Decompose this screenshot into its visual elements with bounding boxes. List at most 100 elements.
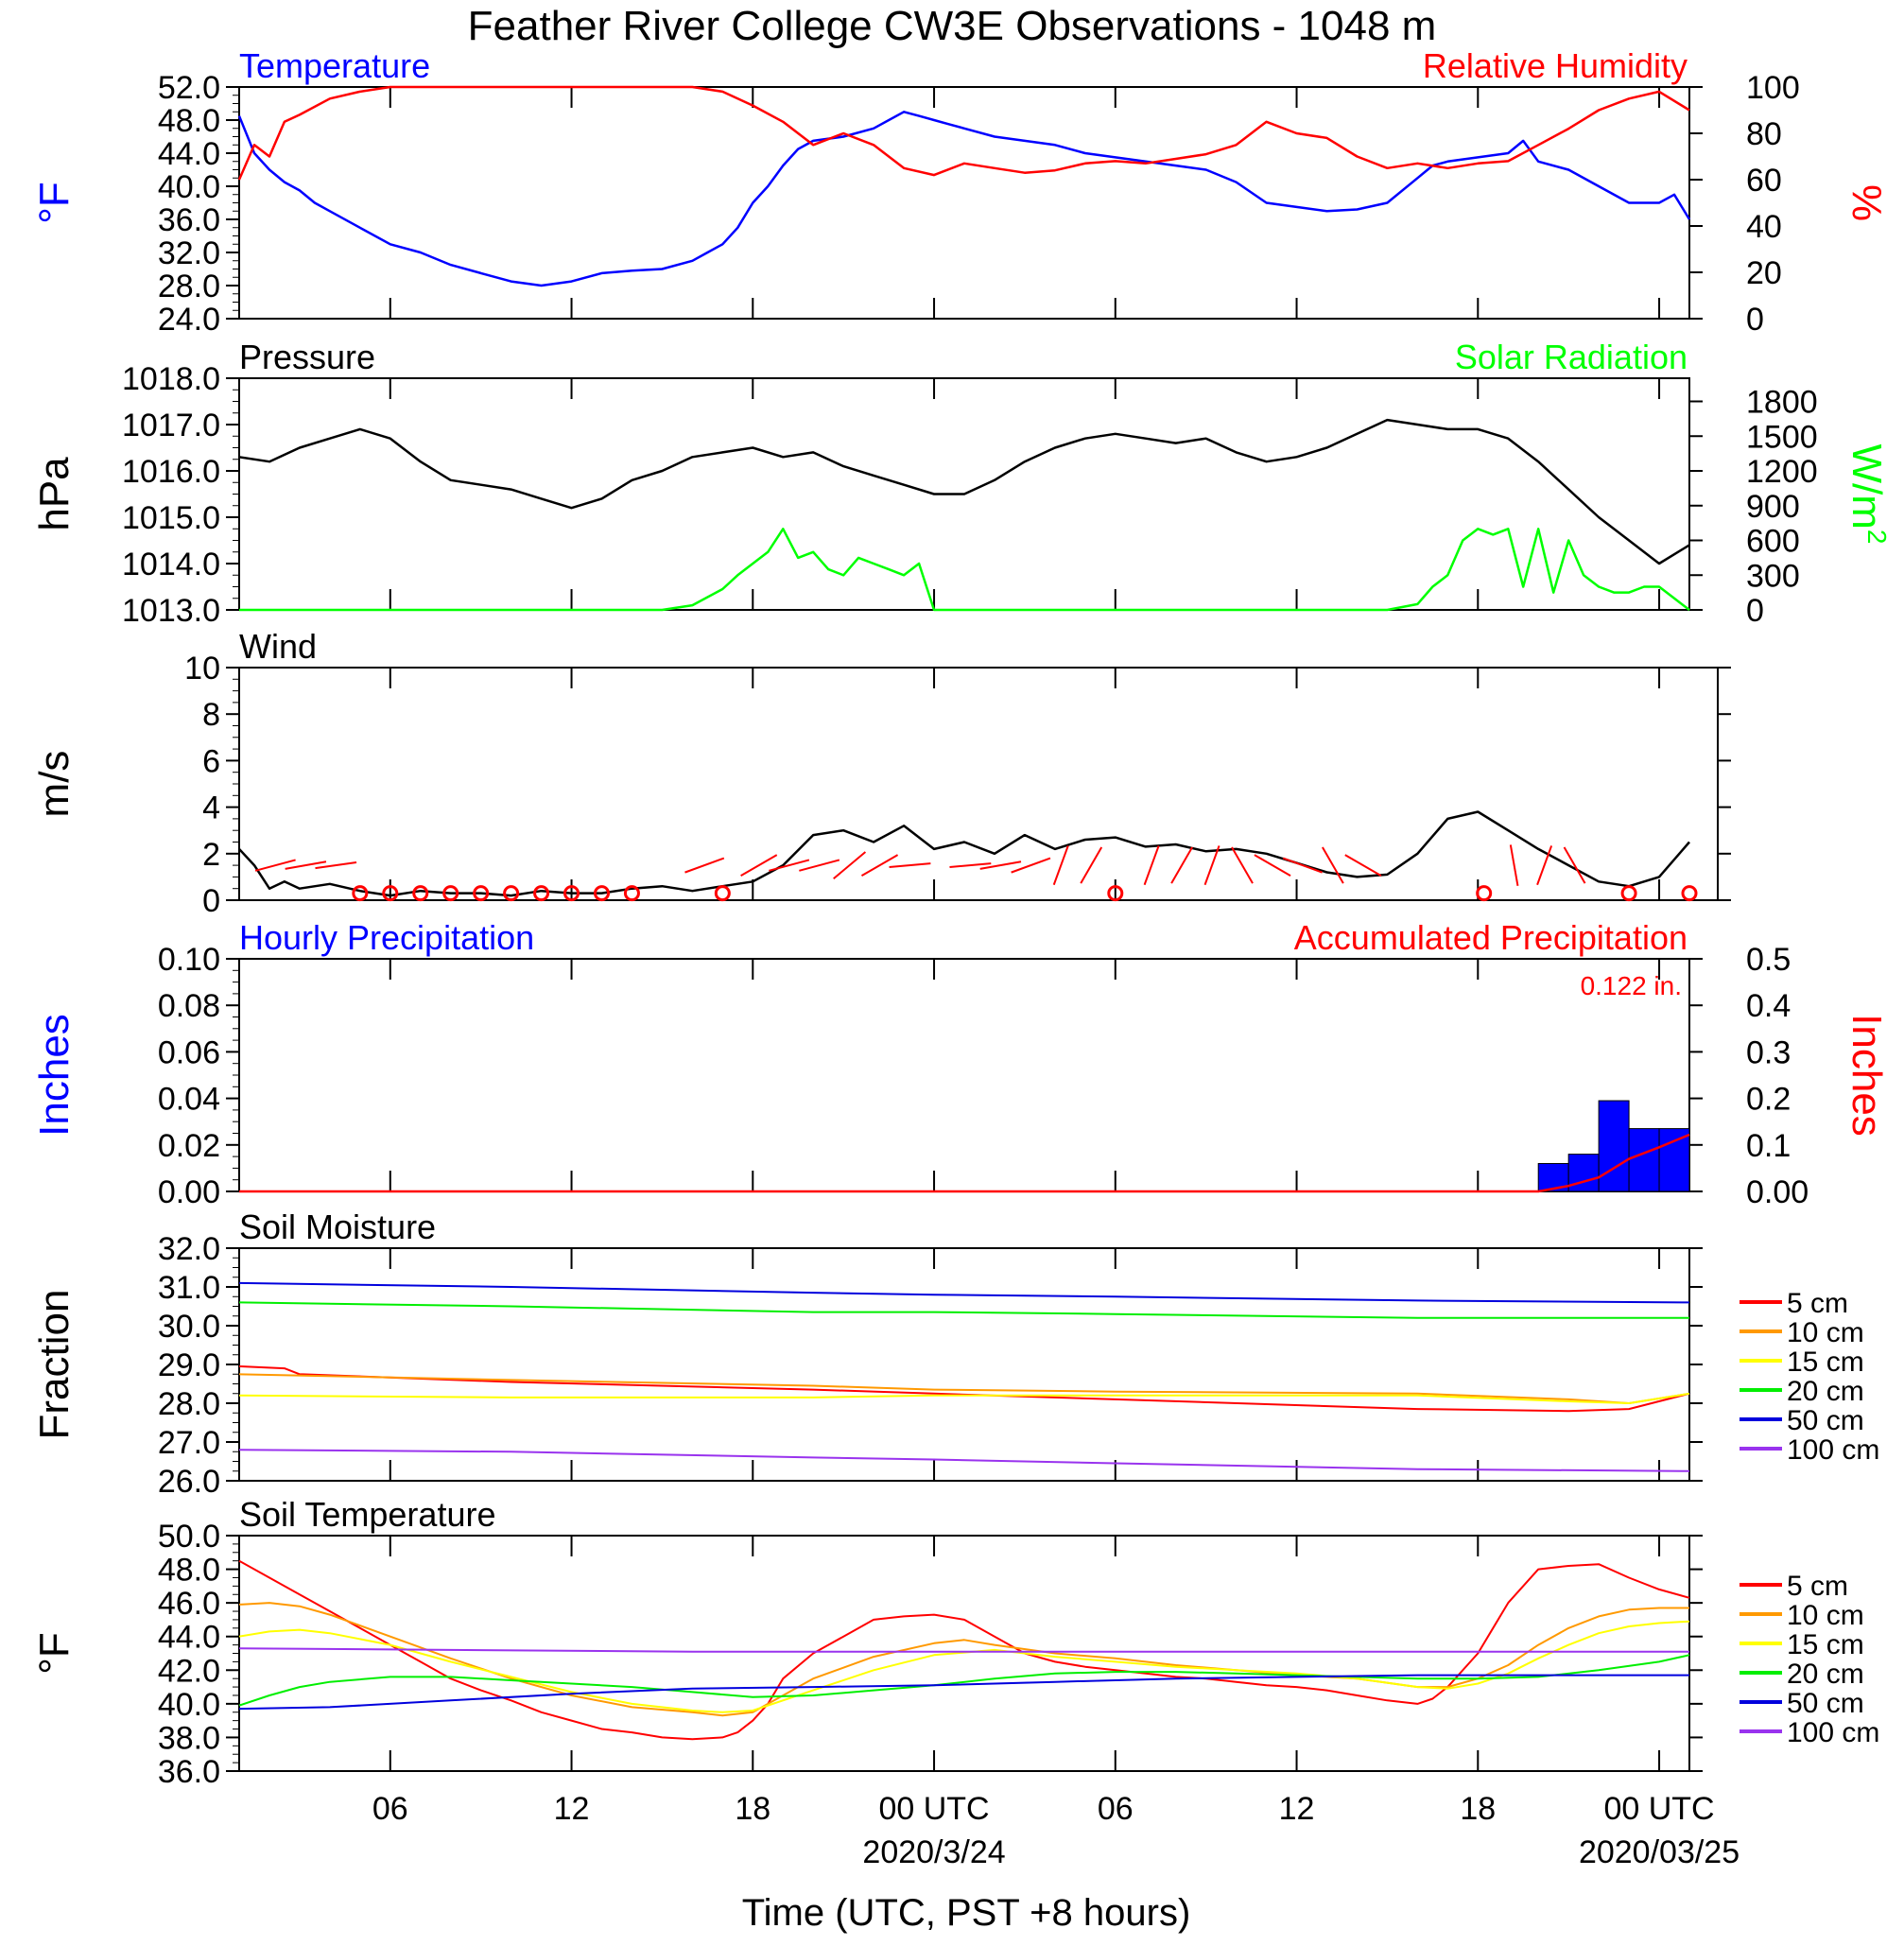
y-tick-label: 1014.0	[122, 547, 220, 582]
x-tick-label: 00 UTC	[1603, 1791, 1714, 1827]
wind-direction-barb	[1254, 854, 1291, 877]
series-accumulated-precipitation	[239, 1133, 1690, 1193]
wind-direction-barb	[1509, 844, 1519, 886]
y-tick-label-right: 100	[1746, 70, 1800, 106]
series-50-cm	[238, 1674, 1689, 1711]
calm-wind-marker	[382, 885, 399, 902]
y-tick-label: 4	[202, 791, 220, 826]
precip-bar	[1567, 1154, 1600, 1192]
y-axis-label: m/s	[31, 751, 78, 818]
calm-wind-marker	[412, 885, 429, 902]
y-tick-label: 36.0	[158, 202, 220, 238]
y-tick-label: 32.0	[158, 235, 220, 271]
panel-pressure-solar: 1013.0 1014.0 1015.0 1016.0 1017.0 1018.0 0300…	[31, 338, 1892, 629]
precip-bar	[1658, 1128, 1690, 1192]
wind-direction-barb	[1170, 846, 1193, 884]
y-tick-label: 48.0	[158, 1553, 220, 1589]
y-tick-label-right: 300	[1746, 558, 1800, 594]
x-tick-label: 12	[1279, 1791, 1315, 1827]
panel-precipitation: 0.00 0.02 0.04 0.06 0.08 0.10 0.00 0.1 0.2 0.3 0.4…	[31, 918, 1890, 1210]
y-axis-label: Inches	[31, 1014, 78, 1137]
y-tick-label: 31.0	[158, 1270, 220, 1306]
y-tick-label: 1016.0	[122, 454, 220, 490]
y-tick-label: 52.0	[158, 70, 220, 106]
x-axis-label: Time (UTC, PST +8 hours)	[742, 1892, 1191, 1934]
calm-wind-marker	[563, 885, 580, 902]
y-tick-label: 8	[202, 697, 220, 733]
x-tick-label: 12	[554, 1791, 590, 1827]
y-tick-label: 24.0	[158, 302, 220, 338]
legend-label: 5 cm	[1787, 1571, 1848, 1602]
y-tick-label: 46.0	[158, 1586, 220, 1622]
series-50-cm	[238, 1281, 1690, 1304]
wind-direction-barb	[1203, 845, 1220, 886]
panel-soil-temperature: 36.038.040.042.044.046.048.050.0 Soil Tem…	[31, 1495, 1879, 1790]
y-tick-label: 29.0	[158, 1347, 220, 1383]
series-solar-radiation	[239, 528, 1690, 612]
wind-direction-barb	[1282, 857, 1323, 874]
y-tick-label: 6	[202, 743, 220, 779]
y-tick-label-right: 1800	[1746, 385, 1818, 421]
y-tick-label: 38.0	[158, 1720, 220, 1756]
y-tick-label-right: 0	[1746, 593, 1764, 629]
y-tick-label: 36.0	[158, 1754, 220, 1790]
y-tick-label: 0.06	[158, 1034, 220, 1070]
y-tick-label-right: 900	[1746, 489, 1800, 525]
y-tick-label: 1013.0	[122, 593, 220, 629]
series-5-cm	[238, 1365, 1690, 1413]
y-tick-label: 40.0	[158, 169, 220, 205]
legend-label: 15 cm	[1787, 1347, 1864, 1378]
series-100-cm	[238, 1647, 1689, 1653]
y-axis-label-right: Inches	[1843, 1014, 1890, 1137]
accumulated-total: 0.122 in.	[1581, 971, 1682, 1000]
y-tick-label: 0.02	[158, 1128, 220, 1164]
legend-label: 5 cm	[1787, 1288, 1848, 1319]
y-tick-label: 40.0	[158, 1687, 220, 1723]
panel-title-right: Solar Radiation	[1455, 338, 1688, 376]
panel-title: Pressure	[239, 338, 375, 376]
plot-frame	[238, 1247, 1690, 1482]
y-tick-label: 1017.0	[122, 408, 220, 443]
y-tick-label-right: 80	[1746, 116, 1782, 152]
plot-frame	[238, 958, 1690, 1192]
y-tick-label-right: 40	[1746, 209, 1782, 245]
wind-direction-barb	[315, 861, 357, 870]
y-tick-label-right: 0.5	[1746, 942, 1791, 978]
wind-direction-barb	[1536, 845, 1553, 886]
series-pressure	[238, 418, 1690, 565]
y-tick-label-right: 0	[1746, 302, 1764, 338]
wind-direction-barb	[769, 859, 810, 872]
x-tick-label: 06	[1098, 1791, 1134, 1827]
wind-direction-barb	[1143, 845, 1160, 886]
y-tick-label: 1018.0	[122, 361, 220, 397]
panel-title: Temperature	[239, 46, 430, 85]
panel-temperature-humidity: 24.028.032.036.040.044.048.052.0 0 20 40 60 8…	[31, 46, 1890, 338]
legend-label: 100 cm	[1787, 1717, 1879, 1748]
y-tick-label: 10	[184, 651, 220, 686]
calm-wind-marker	[623, 885, 640, 902]
calm-wind-marker	[1681, 885, 1698, 902]
wind-direction-barb	[799, 859, 840, 872]
y-tick-label: 48.0	[158, 103, 220, 139]
y-tick-label: 50.0	[158, 1519, 220, 1555]
y-tick-label: 27.0	[158, 1425, 220, 1461]
y-tick-label-right: 0.00	[1746, 1174, 1809, 1210]
legend-label: 20 cm	[1787, 1376, 1864, 1407]
wind-direction-barb	[1052, 845, 1069, 886]
panels: 24.028.032.036.040.044.048.052.002040608…	[31, 46, 1892, 1790]
wind-direction-barb	[1344, 854, 1382, 877]
y-tick-label: 32.0	[158, 1231, 220, 1267]
panel-title: Wind	[239, 627, 317, 666]
x-tick-label: 00 UTC	[878, 1791, 989, 1827]
time-axis: 06 12 18 00 UTC 06 12 18 00 UTC 2020/3/24 2020/03…	[372, 1791, 1740, 1870]
precip-bar	[1598, 1100, 1630, 1192]
y-tick-label: 0.00	[158, 1174, 220, 1210]
precip-bar	[1628, 1128, 1660, 1192]
y-tick-label: 0	[202, 883, 220, 919]
y-tick-label: 26.0	[158, 1464, 220, 1500]
y-tick-label: 2	[202, 837, 220, 873]
y-tick-label-right: 0.3	[1746, 1034, 1791, 1070]
panel-title: Soil Moisture	[239, 1208, 436, 1246]
panel-title: Hourly Precipitation	[239, 918, 534, 957]
